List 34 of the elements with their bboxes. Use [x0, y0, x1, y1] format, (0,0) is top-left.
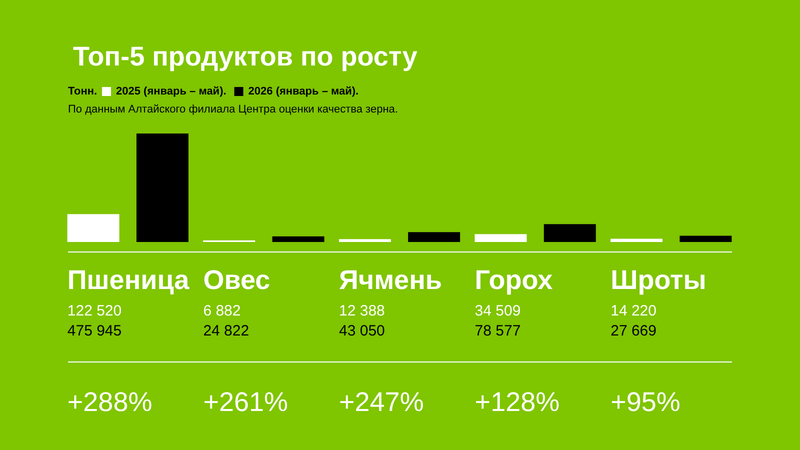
data-label: 14 220: [610, 302, 656, 320]
text: +288%: [67, 387, 152, 417]
y-axis-title: Тонн.: [68, 86, 98, 98]
text: +128%: [474, 387, 560, 417]
bar: [408, 232, 460, 242]
data-label: 6 882: [203, 302, 241, 320]
text: +261%: [203, 387, 288, 417]
data-label: 78 577: [474, 322, 521, 340]
bar: [680, 236, 732, 242]
legend-label: 2025 (январь – май).: [116, 86, 226, 98]
text: По данным Алтайского филиала Центра оценки качества зерна.: [68, 104, 398, 116]
data-label: 34 509: [474, 302, 521, 320]
x-tick-label: Горох: [474, 265, 553, 295]
data-label: 24 822: [203, 322, 250, 340]
x-tick-label: Шроты: [610, 265, 706, 295]
bar: [136, 133, 188, 242]
data-label: 122 520: [67, 302, 122, 320]
text: +247%: [339, 387, 424, 417]
chart-title: Топ-5 продуктов по росту: [73, 42, 418, 72]
bar: [67, 214, 120, 242]
x-tick-label: Овес: [203, 265, 270, 295]
data-label: 27 669: [610, 322, 656, 340]
bar: [272, 236, 324, 242]
bar: [610, 238, 663, 242]
data-label: 43 050: [339, 322, 385, 340]
bar: [544, 224, 596, 242]
text: +95%: [610, 387, 680, 417]
bar: [474, 234, 527, 242]
bar: [338, 239, 391, 242]
x-tick-label: Пшеница: [67, 265, 190, 295]
legend-label: 2026 (январь – май).: [248, 86, 359, 98]
data-label: 475 945: [67, 322, 122, 340]
data-label: 12 388: [339, 302, 385, 320]
x-tick-label: Ячмень: [339, 265, 442, 295]
